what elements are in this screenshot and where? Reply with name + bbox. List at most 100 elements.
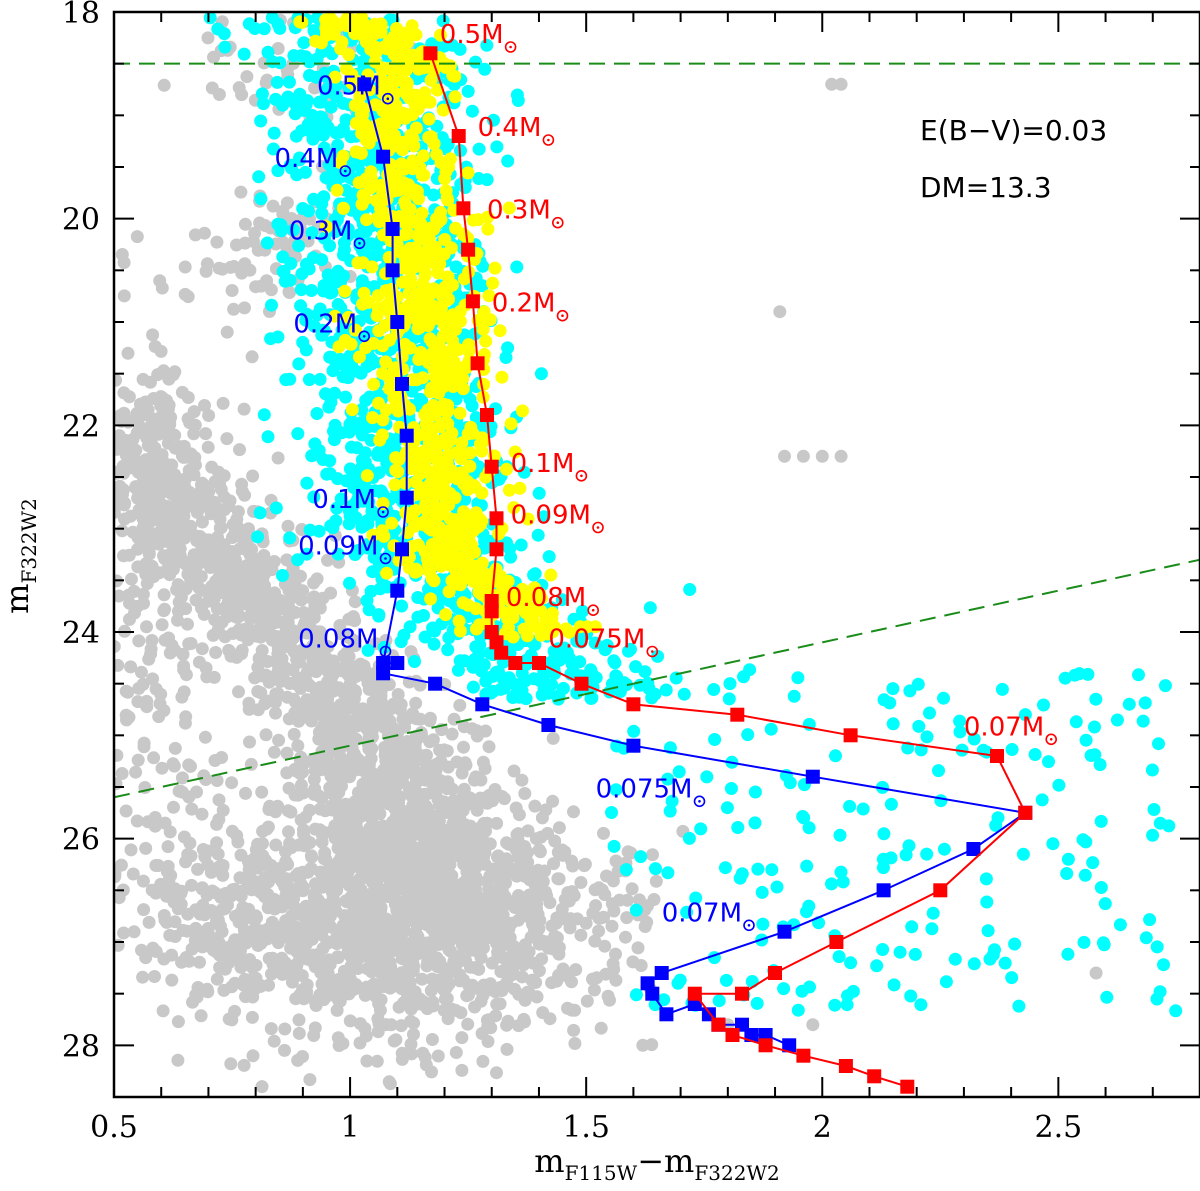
- field-star: [391, 860, 405, 874]
- field-star: [168, 365, 182, 379]
- field-star: [232, 81, 246, 95]
- field-star: [295, 882, 309, 895]
- field-star: [574, 928, 588, 942]
- member-star-cyan: [840, 998, 854, 1012]
- field-star: [121, 346, 135, 360]
- field-star: [594, 1021, 608, 1035]
- field-star: [215, 751, 229, 764]
- field-star: [269, 838, 283, 852]
- field-star: [482, 740, 496, 754]
- field-star: [265, 967, 278, 981]
- field-star: [454, 1006, 468, 1020]
- field-star: [238, 236, 252, 250]
- field-star: [457, 720, 471, 734]
- field-star: [280, 746, 294, 760]
- member-star-cyan: [269, 501, 283, 515]
- member-star-cyan: [649, 862, 662, 876]
- field-star: [406, 762, 420, 776]
- member-star-yellow: [453, 406, 467, 420]
- field-star: [607, 962, 621, 976]
- field-star: [445, 869, 459, 883]
- member-star-cyan: [504, 550, 518, 564]
- member-star-cyan: [737, 670, 750, 684]
- field-star: [348, 896, 362, 910]
- field-star: [218, 902, 232, 916]
- field-star: [168, 930, 182, 943]
- field-star: [278, 1022, 292, 1036]
- member-star-cyan: [967, 957, 981, 971]
- field-star: [507, 764, 521, 778]
- field-star: [294, 813, 308, 827]
- field-star: [445, 782, 459, 796]
- field-star: [136, 372, 150, 386]
- field-star: [261, 922, 275, 936]
- field-star: [131, 753, 145, 767]
- field-star: [209, 646, 223, 659]
- member-star-cyan: [395, 599, 409, 613]
- field-star: [307, 649, 321, 663]
- field-star: [140, 577, 154, 590]
- field-star: [348, 595, 362, 609]
- member-star-cyan: [832, 950, 846, 964]
- member-star-cyan: [480, 173, 494, 187]
- field-star: [303, 1073, 317, 1087]
- field-star: [193, 955, 206, 969]
- field-star: [362, 715, 375, 729]
- field-star: [142, 915, 156, 929]
- field-star: [248, 226, 261, 240]
- field-star: [547, 942, 561, 956]
- field-star: [240, 559, 254, 573]
- member-star-cyan: [659, 683, 673, 697]
- field-star: [149, 886, 163, 900]
- field-star: [179, 520, 193, 533]
- field-star: [460, 833, 474, 847]
- field-star: [552, 872, 566, 886]
- field-star: [204, 496, 218, 510]
- field-star: [307, 910, 321, 924]
- field-star: [411, 930, 425, 944]
- field-star: [403, 957, 417, 971]
- field-star: [201, 440, 215, 454]
- member-star-cyan: [527, 568, 541, 582]
- field-star: [248, 671, 262, 685]
- member-star-cyan: [325, 350, 338, 364]
- field-star: [478, 762, 492, 775]
- member-star-cyan: [486, 669, 500, 683]
- field-star: [200, 982, 214, 996]
- field-star: [431, 1049, 445, 1063]
- field-star: [248, 982, 262, 996]
- field-star: [601, 989, 615, 1003]
- field-star: [168, 643, 182, 657]
- member-star-cyan: [534, 367, 548, 381]
- field-star: [597, 910, 611, 924]
- field-star: [521, 824, 535, 838]
- field-star: [280, 553, 294, 567]
- member-star-cyan: [645, 691, 659, 705]
- field-star: [297, 606, 311, 620]
- field-star: [441, 1012, 455, 1026]
- field-star: [518, 908, 532, 922]
- field-star: [342, 878, 356, 892]
- member-star-cyan: [937, 691, 950, 705]
- field-star: [243, 623, 257, 636]
- field-star: [307, 772, 321, 786]
- field-star: [646, 848, 659, 862]
- member-star-cyan: [297, 36, 311, 50]
- field-star: [291, 1053, 305, 1067]
- field-star: [128, 606, 141, 620]
- field-star: [210, 836, 224, 850]
- member-star-cyan: [1005, 743, 1019, 756]
- field-star: [253, 628, 267, 642]
- field-star: [344, 959, 358, 973]
- member-star-cyan: [1042, 755, 1055, 769]
- field-star: [380, 765, 394, 779]
- field-star: [216, 396, 230, 410]
- field-star: [326, 823, 340, 837]
- field-star: [488, 790, 502, 803]
- field-star: [626, 955, 640, 969]
- member-star-cyan: [461, 84, 475, 98]
- member-star-cyan: [795, 984, 809, 998]
- field-star: [315, 791, 329, 805]
- field-star: [292, 1026, 306, 1040]
- member-star-cyan: [466, 680, 480, 694]
